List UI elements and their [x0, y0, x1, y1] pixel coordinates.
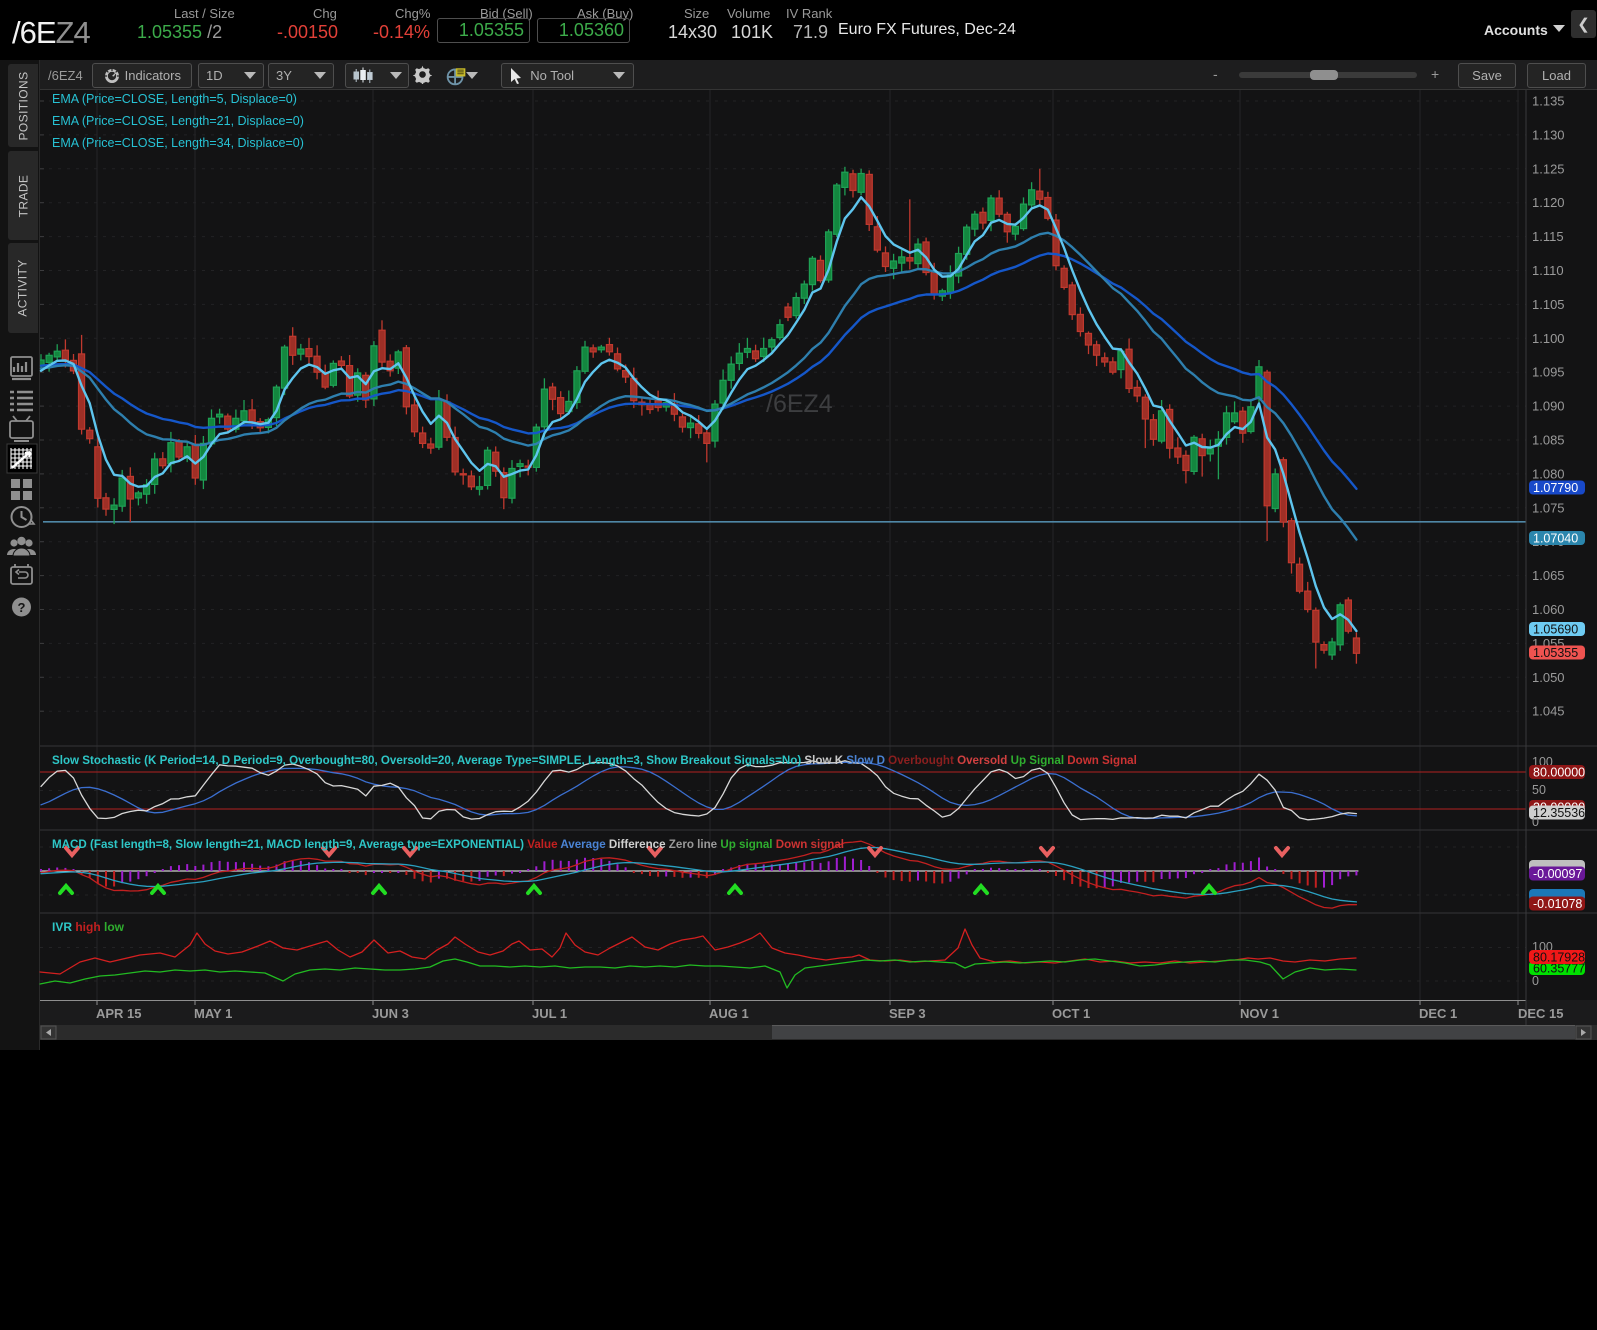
svg-text:1.090: 1.090 [1532, 399, 1565, 414]
svg-text:1.050: 1.050 [1532, 670, 1565, 685]
svg-text:12.35536: 12.35536 [1533, 806, 1585, 820]
svg-text:1.065: 1.065 [1532, 568, 1565, 583]
svg-text:1.095: 1.095 [1532, 365, 1565, 380]
svg-text:1.085: 1.085 [1532, 433, 1565, 448]
svg-text:IVR high low: IVR high low [52, 920, 125, 934]
svg-text:1.135: 1.135 [1532, 94, 1565, 109]
svg-text:DEC 15: DEC 15 [1518, 1006, 1564, 1021]
svg-text:EMA (Price=CLOSE, Length=21, D: EMA (Price=CLOSE, Length=21, Displace=0) [52, 114, 304, 128]
svg-text:Slow Stochastic (K Period=14,: Slow Stochastic (K Period=14, D Period=9… [52, 754, 1137, 767]
svg-text:MACD (Fast length=8, Slow leng: MACD (Fast length=8, Slow length=21, MAC… [52, 838, 844, 851]
svg-text:JUN 3: JUN 3 [372, 1006, 409, 1021]
svg-text:1.120: 1.120 [1532, 195, 1565, 210]
svg-text:80.00000: 80.00000 [1533, 765, 1585, 779]
svg-text:EMA (Price=CLOSE, Length=5, Di: EMA (Price=CLOSE, Length=5, Displace=0) [52, 92, 297, 106]
svg-text:DEC 1: DEC 1 [1419, 1006, 1457, 1021]
svg-text:0: 0 [1532, 974, 1539, 988]
svg-text:1.125: 1.125 [1532, 161, 1565, 176]
svg-text:0: 0 [1532, 815, 1539, 829]
svg-text:MAY 1: MAY 1 [194, 1006, 232, 1021]
svg-text:1.075: 1.075 [1532, 500, 1565, 515]
svg-text:1.100: 1.100 [1532, 331, 1565, 346]
svg-text:50: 50 [1532, 783, 1546, 797]
svg-text:OCT 1: OCT 1 [1052, 1006, 1090, 1021]
svg-text:NOV 1: NOV 1 [1240, 1006, 1279, 1021]
svg-text:/6EZ4: /6EZ4 [766, 390, 833, 418]
svg-text:SEP 3: SEP 3 [889, 1006, 926, 1021]
svg-text:1.110: 1.110 [1532, 263, 1564, 278]
svg-text:60.35777: 60.35777 [1533, 961, 1585, 975]
svg-text:1.05690: 1.05690 [1533, 622, 1578, 636]
svg-text:AUG 1: AUG 1 [709, 1006, 749, 1021]
svg-text:EMA (Price=CLOSE, Length=34, D: EMA (Price=CLOSE, Length=34, Displace=0) [52, 136, 304, 150]
svg-text:-0.01078: -0.01078 [1533, 897, 1582, 911]
svg-text:1.060: 1.060 [1532, 602, 1565, 617]
svg-text:1.045: 1.045 [1532, 704, 1565, 719]
svg-text:1.105: 1.105 [1532, 297, 1565, 312]
svg-text:1.07040: 1.07040 [1533, 531, 1578, 545]
svg-text:-0.00097: -0.00097 [1533, 867, 1582, 881]
svg-text:1.080: 1.080 [1532, 466, 1565, 481]
svg-text:?: ? [18, 600, 26, 615]
svg-text:JUL 1: JUL 1 [532, 1006, 567, 1021]
svg-text:APR 15: APR 15 [96, 1006, 142, 1021]
svg-text:1.115: 1.115 [1532, 229, 1564, 244]
svg-text:1.130: 1.130 [1532, 127, 1565, 142]
svg-text:1.07790: 1.07790 [1533, 481, 1578, 495]
svg-text:80.17928: 80.17928 [1533, 950, 1585, 964]
svg-text:1.05355: 1.05355 [1533, 646, 1578, 660]
